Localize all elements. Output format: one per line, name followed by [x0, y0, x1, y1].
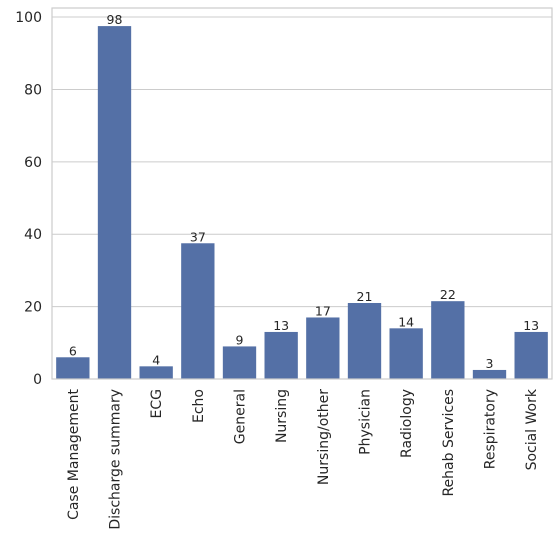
plot-frame	[51, 7, 553, 380]
y-tick-label: 20	[24, 300, 42, 316]
bar	[222, 346, 257, 379]
y-tick-label: 100	[15, 10, 42, 26]
data-label: 6	[69, 343, 77, 358]
x-tick-label: Nursing/other	[316, 389, 332, 485]
data-label: 21	[357, 289, 373, 304]
x-tick-label: Discharge summary	[108, 389, 124, 530]
y-tick-label: 0	[33, 372, 42, 388]
x-tick-label: Radiology	[399, 389, 415, 458]
data-label: 14	[398, 314, 414, 329]
data-label: 4	[152, 352, 160, 367]
bar	[389, 328, 423, 379]
x-tick-label: ECG	[149, 389, 165, 418]
bar	[139, 366, 173, 379]
bar	[472, 369, 507, 379]
bar	[347, 302, 382, 379]
data-label: 9	[236, 332, 244, 347]
bar	[56, 357, 90, 379]
x-tick-label: General	[233, 389, 249, 444]
data-label: 3	[486, 356, 494, 371]
x-tick-label: Physician	[358, 389, 374, 455]
x-tick-label: Rehab Services	[441, 389, 457, 497]
x-tick-label: Social Work	[524, 388, 540, 470]
x-tick-label: Respiratory	[483, 389, 499, 469]
data-label: 37	[190, 229, 206, 244]
bar	[97, 26, 132, 379]
bar	[514, 331, 548, 379]
y-axis-ticks: 0 20 40 60 80 100	[15, 10, 42, 388]
y-tick-label: 80	[24, 82, 42, 98]
x-tick-label: Nursing	[274, 389, 290, 443]
data-label: 98	[107, 12, 123, 27]
x-axis-ticks: Case Management Discharge summary ECG Echo G…	[66, 388, 540, 530]
x-tick-label: Case Management	[66, 388, 82, 519]
bar	[306, 317, 340, 379]
y-tick-label: 60	[24, 155, 42, 171]
x-tick-label: Echo	[191, 389, 207, 423]
bars	[56, 26, 548, 379]
data-labels: 6 98 4 37 9 13 17 21 14 22 3 13	[69, 12, 539, 371]
data-label: 17	[315, 303, 331, 318]
bar	[431, 301, 465, 379]
data-label: 13	[523, 318, 539, 333]
data-label: 22	[440, 287, 456, 302]
y-tick-label: 40	[24, 227, 42, 243]
bar	[181, 243, 215, 379]
data-label: 13	[273, 318, 289, 333]
bar	[264, 331, 298, 379]
